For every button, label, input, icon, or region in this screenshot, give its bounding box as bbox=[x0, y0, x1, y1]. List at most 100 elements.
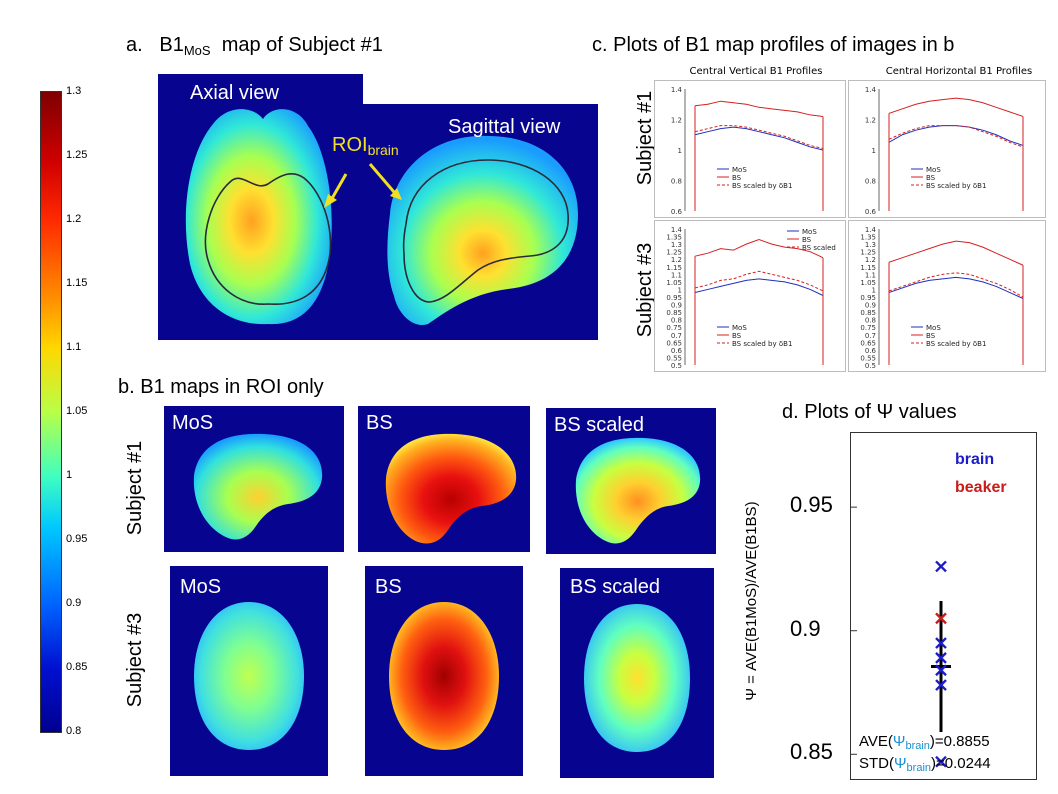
profile-ytick: 0.6 bbox=[865, 347, 877, 355]
colorbar-tick: 1.1 bbox=[66, 341, 82, 353]
panel-a-title: a. B1MoS map of Subject #1 bbox=[126, 34, 383, 58]
panel-b-title: b. B1 maps in ROI only bbox=[118, 376, 324, 398]
legend-label: MoS bbox=[926, 324, 941, 332]
profile-curve-bs bbox=[888, 240, 1024, 266]
panel-a-prefix: a. bbox=[126, 34, 143, 56]
panel-a-title-sub: MoS bbox=[183, 43, 211, 58]
profile-ytick: 0.65 bbox=[666, 339, 682, 347]
psi-ylabel-text: Ψ = AVE(B1MoS)/AVE(B1BS) bbox=[743, 501, 760, 701]
map-s3-bs: BS bbox=[365, 566, 523, 776]
profile-ytick: 1.35 bbox=[666, 234, 682, 242]
profile-ytick: 1.35 bbox=[860, 234, 876, 242]
colorbar-tick: 1.3 bbox=[66, 85, 82, 97]
profile-ytick: 1.05 bbox=[860, 279, 876, 287]
profile-ytick: 1.15 bbox=[860, 264, 876, 272]
roi-sub: brain bbox=[367, 142, 399, 158]
colorbar-tick: 1.25 bbox=[66, 149, 88, 161]
profile-curve-bs bbox=[694, 100, 824, 117]
profile-ytick: 1.1 bbox=[671, 271, 682, 279]
legend-label: MoS bbox=[732, 166, 747, 174]
profile-ytick: 0.55 bbox=[666, 354, 682, 362]
profile-ytick: 0.8 bbox=[865, 317, 876, 325]
roi-main: ROI bbox=[332, 134, 368, 156]
map-s1-bs-label: BS bbox=[366, 412, 393, 434]
legend-label: MoS bbox=[802, 228, 817, 236]
ave-psi: Ψ bbox=[892, 733, 906, 750]
profile-ytick: 1 bbox=[872, 286, 876, 294]
profile-ytick: 0.65 bbox=[860, 339, 876, 347]
psi-point-brain bbox=[935, 755, 947, 768]
annotation-ave: AVE(Ψbrain)=0.8855 bbox=[859, 733, 990, 752]
legend-label: BS scaled by δB1 bbox=[732, 182, 792, 190]
profile-ytick: 0.85 bbox=[666, 309, 682, 317]
annotation-std: STD(Ψbrain)=0.0244 bbox=[859, 755, 991, 774]
map-s3-bs-scaled: BS scaled bbox=[560, 568, 714, 778]
legend-label: MoS bbox=[732, 324, 747, 332]
profile-s1-vertical: 1.4 1.2 1 0.8 0.6 MoS BS BS scaled by δB1 bbox=[654, 80, 846, 218]
profile-curve-mos bbox=[888, 276, 1024, 299]
colorbar-tick: 0.85 bbox=[66, 661, 88, 673]
legend-beaker: beaker bbox=[955, 479, 1007, 496]
colorbar-tick: 0.95 bbox=[66, 533, 88, 545]
psi-ylabel: Ψ = AVE(B1MoS)/AVE(B1BS) bbox=[738, 436, 778, 766]
profile-ytick: 0.8 bbox=[671, 178, 682, 186]
profile-ytick: 0.85 bbox=[860, 309, 876, 317]
legend-brain: brain bbox=[955, 451, 995, 468]
sagittal-view-label: Sagittal view bbox=[448, 116, 561, 138]
profile-ytick: 1.2 bbox=[671, 256, 682, 264]
profile-ytick: 1.4 bbox=[865, 226, 877, 234]
colorbar-tick: 1 bbox=[66, 469, 73, 481]
std-psi-sub: brain bbox=[906, 762, 932, 774]
colorbar-tick: 0.8 bbox=[66, 725, 82, 737]
profile-ytick: 0.8 bbox=[865, 178, 876, 186]
profile-ytick: 1 bbox=[872, 147, 876, 155]
profile-ytick: 0.6 bbox=[671, 208, 683, 216]
profile-curve-scaled bbox=[888, 125, 1024, 148]
profile-ytick: 0.5 bbox=[671, 362, 682, 370]
profile-ytick: 1.1 bbox=[865, 271, 876, 279]
psi-point-brain bbox=[935, 560, 947, 573]
panel-c-title: c. Plots of B1 map profiles of images in… bbox=[592, 34, 955, 56]
legend-label: BS scaled by δB1 bbox=[926, 182, 986, 190]
colorbar-tick: 0.9 bbox=[66, 597, 82, 609]
profile-ytick: 0.75 bbox=[860, 324, 876, 332]
profile-ytick: 0.55 bbox=[860, 354, 876, 362]
psi-point-brain bbox=[935, 664, 947, 677]
profile-ytick: 0.6 bbox=[865, 208, 877, 216]
profile-s3-vertical: 1.4 1.35 1.3 1.25 1.2 1.15 1.1 1.05 1 0.95 0.9 0.85… bbox=[654, 220, 846, 372]
legend-label: BS bbox=[732, 332, 742, 340]
profile-ytick: 1.25 bbox=[666, 249, 682, 257]
profile-ytick: 0.8 bbox=[671, 317, 682, 325]
profile-col2-title: Central Horizontal B1 Profiles bbox=[885, 66, 1033, 77]
profile-ytick: 0.6 bbox=[671, 347, 683, 355]
profile-ytick: 1 bbox=[678, 147, 682, 155]
profile-ytick: 0.95 bbox=[860, 294, 876, 302]
ave-prefix: AVE( bbox=[859, 733, 893, 750]
roi-brain-label: ROIbrain bbox=[332, 134, 399, 158]
profile-curve-bs bbox=[694, 239, 824, 259]
axial-sagittal-b1-map: Axial view Sagittal view ROIbrain bbox=[158, 74, 598, 340]
ave-psi-sub: brain bbox=[905, 740, 930, 752]
psi-ytick-label: 0.95 bbox=[790, 492, 833, 518]
profile-ytick: 0.75 bbox=[666, 324, 682, 332]
profile-ytick: 1.3 bbox=[671, 241, 682, 249]
psi-ytick-label: 0.9 bbox=[790, 615, 821, 641]
profile-ytick: 1.4 bbox=[671, 86, 683, 94]
panel-a-title-main: B1 bbox=[159, 34, 184, 56]
map-s1-mos: MoS bbox=[164, 406, 344, 552]
colorbar bbox=[40, 91, 62, 733]
profile-ytick: 1.15 bbox=[666, 264, 682, 272]
std-suffix: )=0.0244 bbox=[931, 755, 991, 772]
profile-ytick: 1.05 bbox=[666, 279, 682, 287]
psi-point-brain bbox=[935, 652, 947, 664]
profile-ytick: 1.2 bbox=[865, 117, 876, 125]
profile-ytick: 0.95 bbox=[666, 294, 682, 302]
profile-ytick: 1.3 bbox=[865, 241, 876, 249]
profile-curve-bs bbox=[888, 97, 1024, 117]
profile-curve-mos bbox=[694, 278, 824, 296]
map-s3-bs-label: BS bbox=[375, 576, 402, 598]
profile-curve-scaled bbox=[694, 270, 824, 292]
psi-point-beaker bbox=[935, 612, 947, 625]
map-s1-bs-scaled-label: BS scaled bbox=[554, 414, 645, 436]
profile-ytick: 1.4 bbox=[671, 226, 683, 234]
